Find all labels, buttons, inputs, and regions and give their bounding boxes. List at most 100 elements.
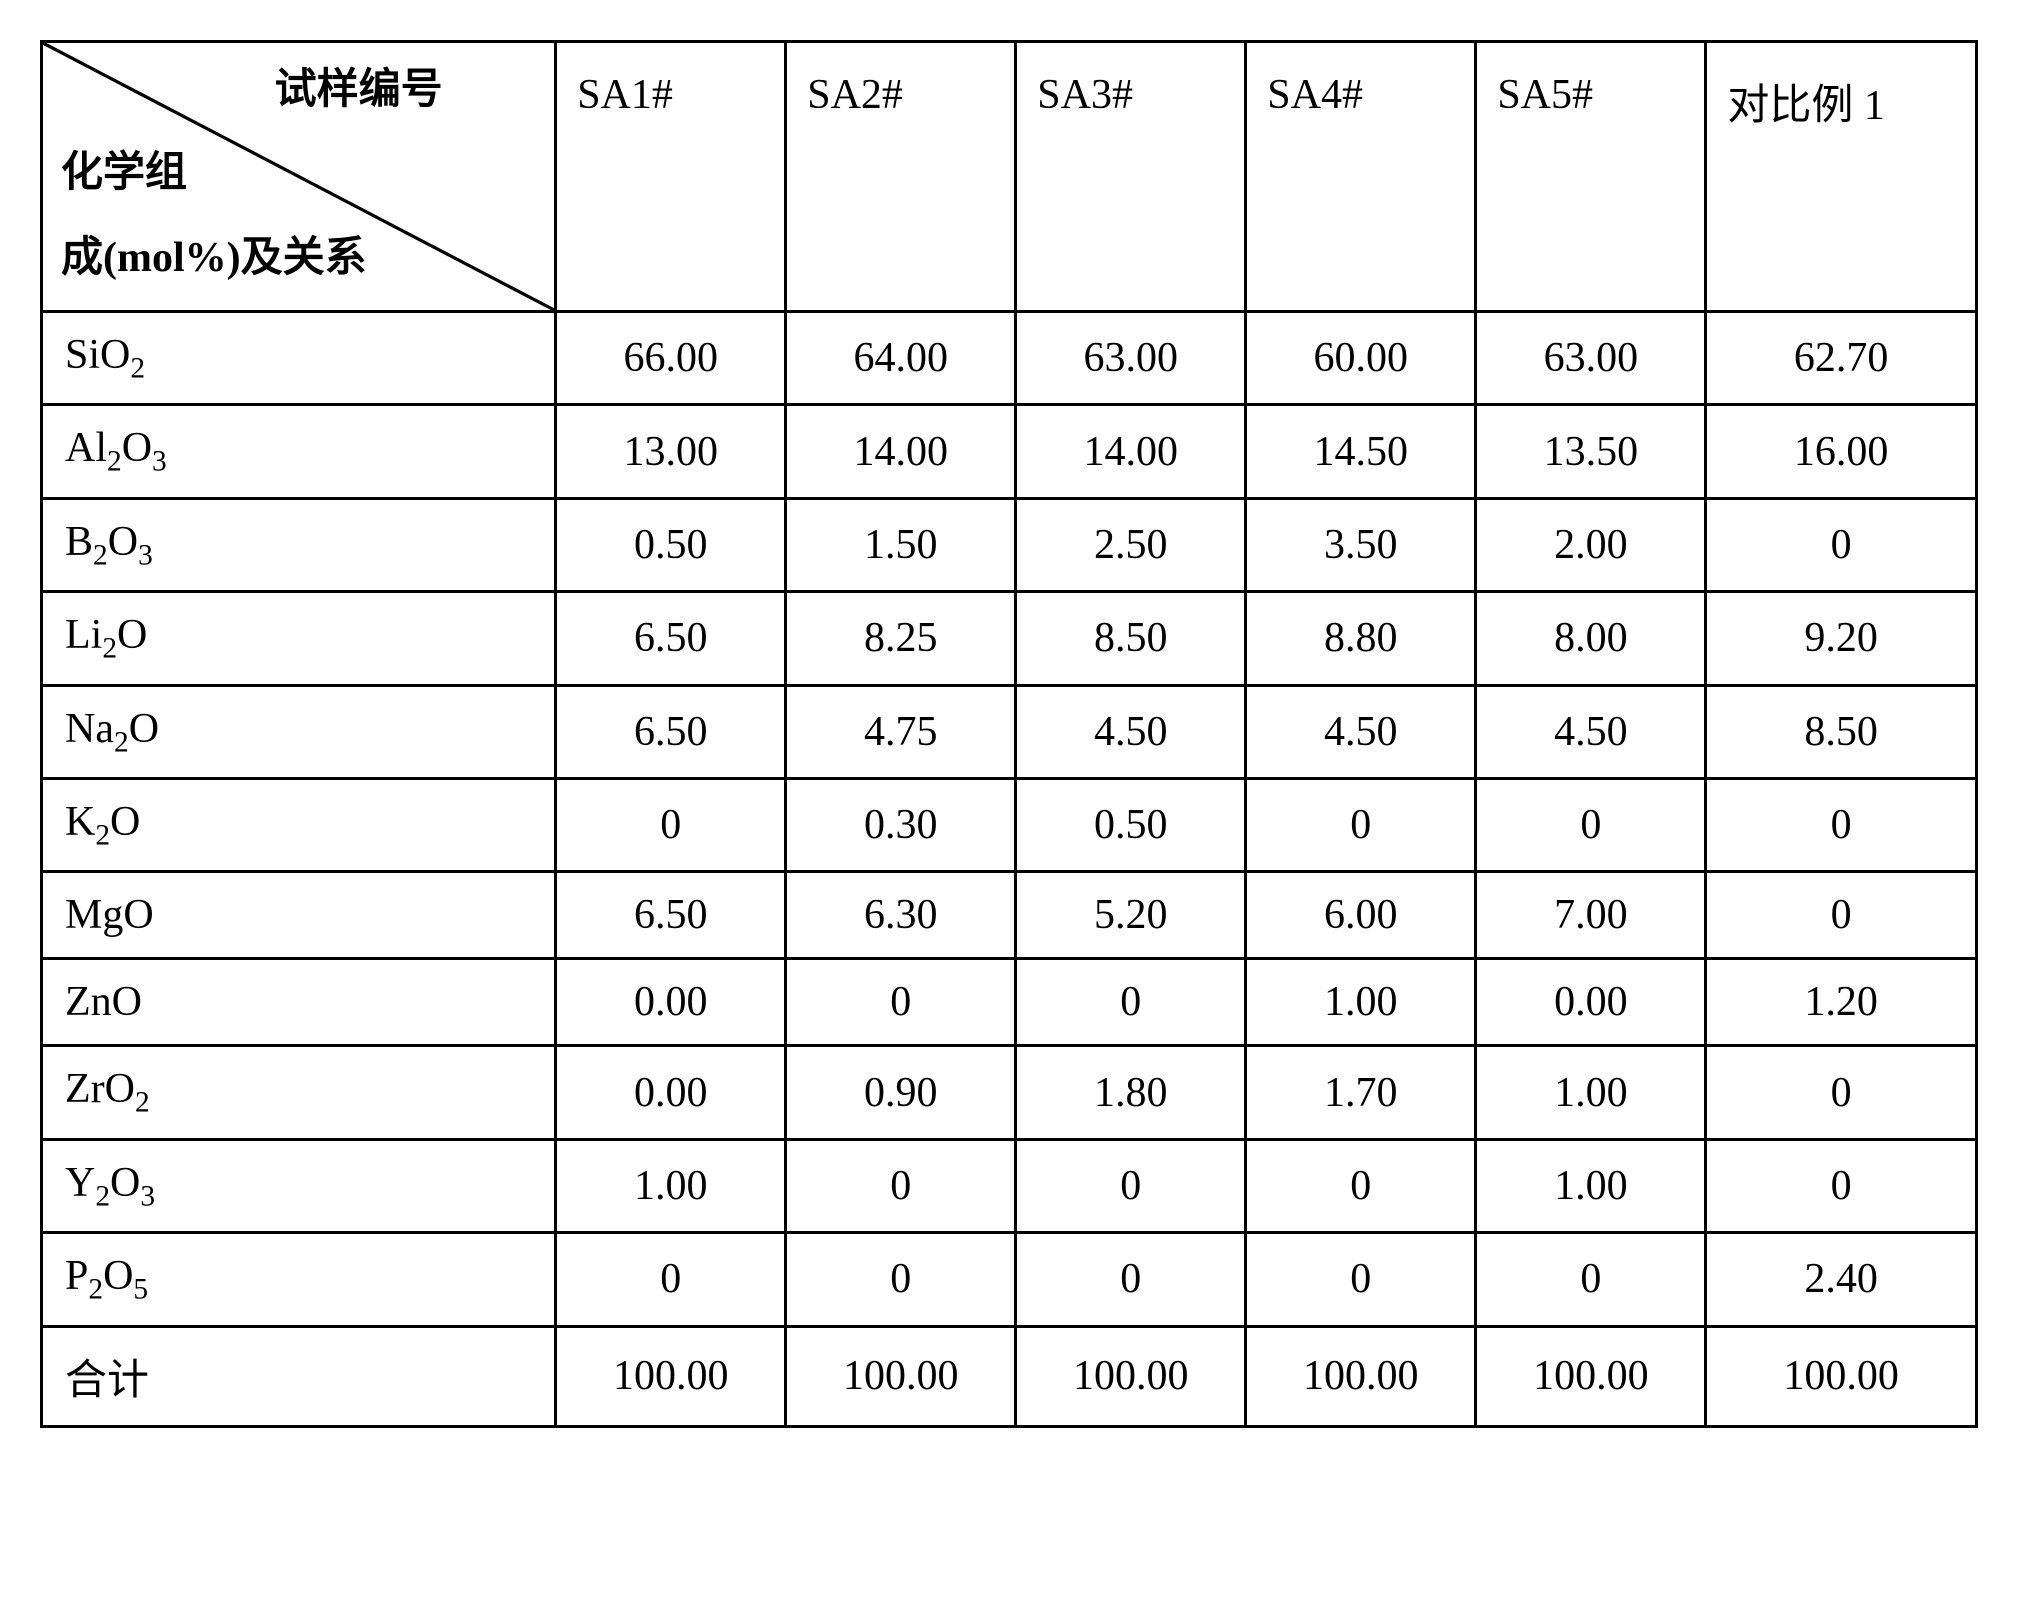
data-cell: 0 [1016,1233,1246,1326]
data-cell: 1.00 [556,1139,786,1232]
data-cell: 0 [1016,1139,1246,1232]
data-cell: 14.00 [1016,405,1246,498]
data-cell: 0 [1246,1233,1476,1326]
row-label: Y2O3 [42,1139,556,1232]
data-cell: 64.00 [786,312,1016,405]
data-cell: 0.00 [1476,959,1706,1046]
row-label: Na2O [42,685,556,778]
data-cell: 66.00 [556,312,786,405]
data-cell: 13.00 [556,405,786,498]
data-cell: 9.20 [1706,592,1977,685]
data-cell: 4.50 [1476,685,1706,778]
diagonal-header-cell: 试样编号 化学组 成(mol%)及关系 [42,42,556,312]
data-cell: 100.00 [1476,1326,1706,1426]
data-cell: 1.00 [1246,959,1476,1046]
data-cell: 14.50 [1246,405,1476,498]
data-cell: 0.50 [556,498,786,591]
data-cell: 2.50 [1016,498,1246,591]
data-cell: 8.00 [1476,592,1706,685]
data-cell: 0 [1016,959,1246,1046]
data-cell: 14.00 [786,405,1016,498]
row-label: Al2O3 [42,405,556,498]
data-cell: 6.30 [786,872,1016,959]
data-cell: 1.50 [786,498,1016,591]
row-label: ZrO2 [42,1046,556,1139]
data-cell: 8.80 [1246,592,1476,685]
data-cell: 62.70 [1706,312,1977,405]
data-cell: 0 [1706,1139,1977,1232]
data-cell: 0 [786,1139,1016,1232]
data-cell: 1.80 [1016,1046,1246,1139]
table-row: MgO6.506.305.206.007.000 [42,872,1977,959]
data-cell: 100.00 [556,1326,786,1426]
data-cell: 4.75 [786,685,1016,778]
data-cell: 100.00 [1246,1326,1476,1426]
table-row: Na2O6.504.754.504.504.508.50 [42,685,1977,778]
data-cell: 0 [786,959,1016,1046]
column-header: SA1# [556,42,786,312]
column-header: SA2# [786,42,1016,312]
data-cell: 16.00 [1706,405,1977,498]
data-cell: 2.00 [1476,498,1706,591]
table-row: K2O00.300.50000 [42,778,1977,871]
header-row: 试样编号 化学组 成(mol%)及关系 SA1# SA2# SA3# SA4# … [42,42,1977,312]
row-label: ZnO [42,959,556,1046]
data-cell: 0 [1246,778,1476,871]
data-cell: 6.50 [556,872,786,959]
row-label: MgO [42,872,556,959]
table-row: B2O30.501.502.503.502.000 [42,498,1977,591]
data-cell: 8.25 [786,592,1016,685]
header-top-label: 试样编号 [173,55,544,116]
header-bottom-label-1: 化学组 [61,138,187,199]
row-label: P2O5 [42,1233,556,1326]
column-header: SA5# [1476,42,1706,312]
data-cell: 0 [1706,872,1977,959]
row-label: 合计 [42,1326,556,1426]
data-cell: 0 [556,1233,786,1326]
data-cell: 6.50 [556,685,786,778]
data-cell: 3.50 [1246,498,1476,591]
data-cell: 100.00 [1016,1326,1246,1426]
data-cell: 0 [1706,498,1977,591]
data-cell: 60.00 [1246,312,1476,405]
table-row: P2O5000002.40 [42,1233,1977,1326]
data-cell: 0.90 [786,1046,1016,1139]
data-cell: 0.50 [1016,778,1246,871]
data-cell: 63.00 [1016,312,1246,405]
data-cell: 0 [1476,778,1706,871]
data-cell: 0.30 [786,778,1016,871]
data-cell: 2.40 [1706,1233,1977,1326]
data-cell: 1.00 [1476,1046,1706,1139]
table-row: Li2O6.508.258.508.808.009.20 [42,592,1977,685]
table-row: Al2O313.0014.0014.0014.5013.5016.00 [42,405,1977,498]
data-cell: 7.00 [1476,872,1706,959]
composition-table: 试样编号 化学组 成(mol%)及关系 SA1# SA2# SA3# SA4# … [40,40,1978,1428]
header-bottom-label-2: 成(mol%)及关系 [61,223,367,284]
table-row: Y2O31.000001.000 [42,1139,1977,1232]
data-cell: 6.50 [556,592,786,685]
data-cell: 8.50 [1706,685,1977,778]
table-row: 合计100.00100.00100.00100.00100.00100.00 [42,1326,1977,1426]
data-cell: 1.00 [1476,1139,1706,1232]
data-cell: 4.50 [1246,685,1476,778]
row-label: Li2O [42,592,556,685]
data-cell: 4.50 [1016,685,1246,778]
data-cell: 0 [1476,1233,1706,1326]
data-cell: 0.00 [556,1046,786,1139]
data-cell: 0 [556,778,786,871]
data-cell: 6.00 [1246,872,1476,959]
data-cell: 1.70 [1246,1046,1476,1139]
column-header: SA4# [1246,42,1476,312]
row-label: SiO2 [42,312,556,405]
table-body: SiO266.0064.0063.0060.0063.0062.70Al2O31… [42,312,1977,1427]
data-cell: 0 [1246,1139,1476,1232]
column-header: SA3# [1016,42,1246,312]
column-header: 对比例 1 [1706,42,1977,312]
table-row: SiO266.0064.0063.0060.0063.0062.70 [42,312,1977,405]
data-cell: 8.50 [1016,592,1246,685]
data-cell: 0 [1706,778,1977,871]
table-row: ZnO0.00001.000.001.20 [42,959,1977,1046]
row-label: K2O [42,778,556,871]
data-cell: 5.20 [1016,872,1246,959]
data-cell: 63.00 [1476,312,1706,405]
